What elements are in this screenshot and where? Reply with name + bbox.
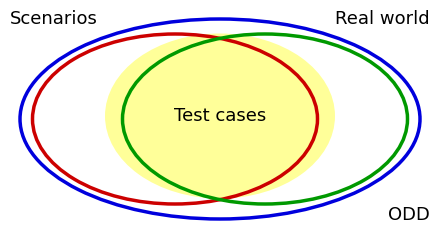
Text: Real world: Real world [335, 10, 430, 28]
Text: Test cases: Test cases [174, 107, 266, 125]
Text: Scenarios: Scenarios [10, 10, 98, 28]
Text: ODD: ODD [388, 206, 430, 224]
Ellipse shape [105, 34, 335, 198]
